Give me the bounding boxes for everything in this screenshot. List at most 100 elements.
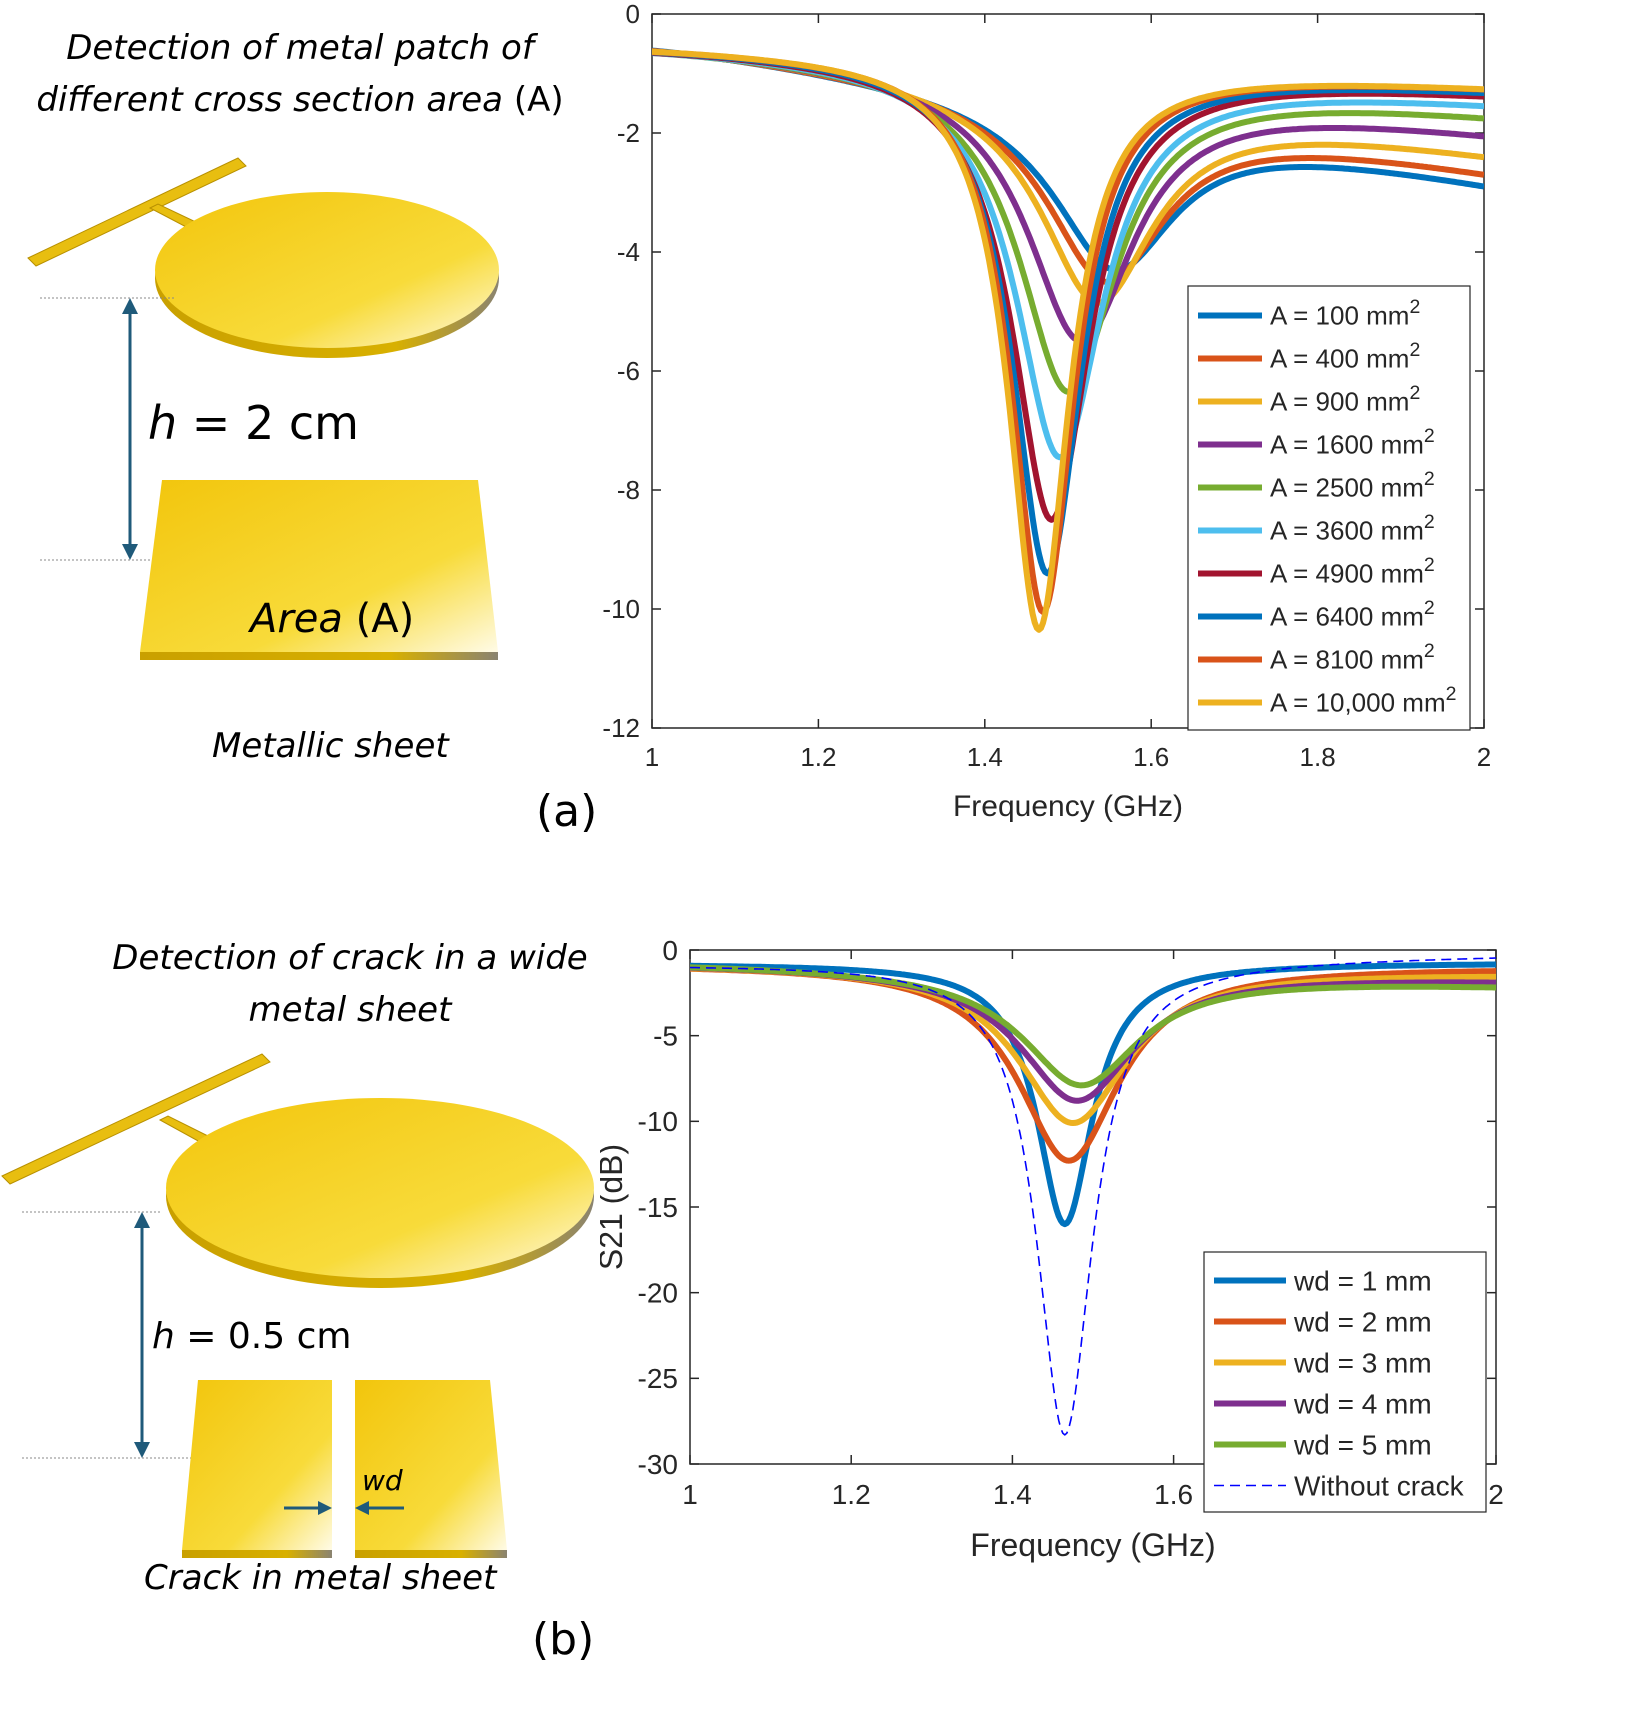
panel-b-caption: Detection of crack in a wide metal sheet bbox=[50, 932, 650, 1036]
y-tick-label: -15 bbox=[638, 1192, 678, 1223]
panel-a-height-label: h = 2 cm bbox=[148, 396, 359, 450]
legend-label: A = 4900 mm2 bbox=[1270, 554, 1435, 589]
panel-b-sheet-caption: Crack in metal sheet bbox=[144, 1558, 497, 1598]
y-tick-label: -5 bbox=[653, 1020, 678, 1051]
x-tick-label: 1.8 bbox=[1300, 742, 1336, 772]
panel-a-area-symbol: (A) bbox=[355, 596, 415, 642]
y-tick-label: 0 bbox=[626, 0, 640, 29]
chart-a: 1 1.2 1.4 1.6 1.8 2 0 -2 -4 -6 -8 -10 -12 Frequency (… bbox=[602, 0, 1491, 823]
panel-b-height-value: = 0.5 cm bbox=[186, 1316, 352, 1357]
x-tick-label: 1.6 bbox=[1133, 742, 1169, 772]
panel-b-height-label: h = 0.5 cm bbox=[152, 1316, 351, 1357]
panel-a-area-label: Area (A) bbox=[250, 596, 414, 642]
sheet-edge bbox=[140, 652, 498, 660]
legend-label: A = 6400 mm2 bbox=[1270, 597, 1435, 632]
y-tick-label: -10 bbox=[638, 1106, 678, 1137]
panel-a-area-word: Area bbox=[250, 596, 343, 642]
series-line bbox=[690, 964, 1496, 1089]
legend-label: wd = 3 mm bbox=[1293, 1347, 1432, 1378]
legend-superscript: 2 bbox=[1409, 339, 1420, 361]
y-tick-label: -10 bbox=[602, 594, 640, 624]
legend-label: A = 1600 mm2 bbox=[1270, 425, 1435, 460]
circular-patch bbox=[155, 192, 499, 348]
legend-label: Without crack bbox=[1294, 1470, 1465, 1501]
x-tick-label: 1.6 bbox=[1154, 1479, 1193, 1510]
y-tick-label: -8 bbox=[617, 475, 640, 505]
panel-b-caption-line1: Detection of crack in a wide bbox=[112, 938, 588, 978]
metallic-sheet bbox=[140, 480, 498, 652]
arrow-head-bottom bbox=[134, 1442, 150, 1458]
circular-patch bbox=[166, 1098, 594, 1278]
crack-arrow-left-head bbox=[318, 1501, 332, 1515]
legend-superscript: 2 bbox=[1424, 554, 1435, 576]
legend-label: wd = 1 mm bbox=[1293, 1265, 1432, 1296]
x-tick-label: 1.2 bbox=[800, 742, 836, 772]
x-axis-label: Frequency (GHz) bbox=[970, 1527, 1215, 1563]
legend-superscript: 2 bbox=[1424, 511, 1435, 533]
legend-label: wd = 2 mm bbox=[1293, 1306, 1432, 1337]
panel-a-caption-line1: Detection of metal patch of bbox=[66, 28, 534, 68]
y-tick-label: -12 bbox=[602, 713, 640, 743]
legend-label: A = 8100 mm2 bbox=[1270, 640, 1435, 675]
x-tick-label: 1 bbox=[682, 1479, 698, 1510]
arrow-head-top bbox=[122, 298, 138, 314]
panel-a-sheet-caption: Metallic sheet bbox=[212, 726, 449, 766]
panel-a-caption-symbol: (A) bbox=[513, 80, 564, 120]
panel-a-caption: Detection of metal patch of different cr… bbox=[0, 22, 600, 126]
legend-label: wd = 4 mm bbox=[1293, 1388, 1432, 1419]
feed-stub bbox=[158, 1115, 209, 1143]
sheet-right-edge bbox=[355, 1550, 507, 1558]
x-tick-label: 1 bbox=[645, 742, 659, 772]
legend-label: A = 2500 mm2 bbox=[1270, 468, 1435, 503]
panel-a-height-var: h bbox=[148, 396, 178, 450]
legend-superscript: 2 bbox=[1424, 597, 1435, 619]
y-tick-label: -25 bbox=[638, 1363, 678, 1394]
y-tick-label: 0 bbox=[662, 935, 678, 966]
x-tick-label: 1.2 bbox=[832, 1479, 871, 1510]
legend-label: A = 100 mm2 bbox=[1270, 296, 1420, 331]
legend-label: A = 10,000 mm2 bbox=[1270, 683, 1456, 718]
legend-superscript: 2 bbox=[1409, 296, 1420, 318]
y-tick-label: -20 bbox=[638, 1277, 678, 1308]
x-axis-label: Frequency (GHz) bbox=[953, 790, 1183, 823]
panel-a-label: (a) bbox=[536, 786, 598, 837]
arrow-head-bottom bbox=[122, 544, 138, 560]
y-tick-label: -2 bbox=[617, 118, 640, 148]
panel-b-gap-label: wd bbox=[362, 1464, 403, 1497]
legend-label: A = 3600 mm2 bbox=[1270, 511, 1435, 546]
legend-superscript: 2 bbox=[1424, 640, 1435, 662]
panel-a-height-value: = 2 cm bbox=[191, 396, 359, 450]
y-axis-label: S21 (dB) bbox=[600, 1144, 629, 1270]
panel-b-height-var: h bbox=[152, 1316, 175, 1357]
series-line bbox=[690, 957, 1496, 1436]
chart-b: 11.21.41.61.820-5-10-15-20-25-30Frequenc… bbox=[600, 935, 1504, 1563]
x-tick-label: 2 bbox=[1488, 1479, 1504, 1510]
legend-superscript: 2 bbox=[1424, 468, 1435, 490]
x-tick-label: 1.4 bbox=[993, 1479, 1032, 1510]
crack-arrow-right-head bbox=[355, 1501, 369, 1515]
panel-b-illustration bbox=[1, 1053, 594, 1558]
legend-superscript: 2 bbox=[1409, 382, 1420, 404]
sheet-left-edge bbox=[182, 1550, 332, 1558]
legend-superscript: 2 bbox=[1424, 425, 1435, 447]
y-tick-label: -4 bbox=[617, 237, 640, 267]
x-tick-label: 1.4 bbox=[967, 742, 1003, 772]
feed-line bbox=[27, 157, 247, 267]
legend-box bbox=[1203, 1251, 1487, 1513]
legend-label: A = 900 mm2 bbox=[1270, 382, 1420, 417]
sheet-left bbox=[182, 1380, 332, 1550]
y-tick-label: -6 bbox=[617, 356, 640, 386]
panel-a-illustration bbox=[27, 157, 499, 660]
arrow-head-top bbox=[134, 1212, 150, 1228]
panel-b-label: (b) bbox=[532, 1614, 595, 1665]
y-tick-label: -30 bbox=[638, 1449, 678, 1480]
panel-b-caption-line2: metal sheet bbox=[248, 990, 452, 1030]
legend-superscript: 2 bbox=[1446, 683, 1457, 705]
feed-line bbox=[1, 1053, 271, 1185]
x-tick-label: 2 bbox=[1477, 742, 1491, 772]
legend-label: wd = 5 mm bbox=[1293, 1429, 1432, 1460]
series-line bbox=[652, 48, 1484, 633]
series-line bbox=[690, 961, 1496, 1228]
panel-a-caption-line2: different cross section area bbox=[36, 80, 503, 120]
legend-label: A = 400 mm2 bbox=[1270, 339, 1420, 374]
